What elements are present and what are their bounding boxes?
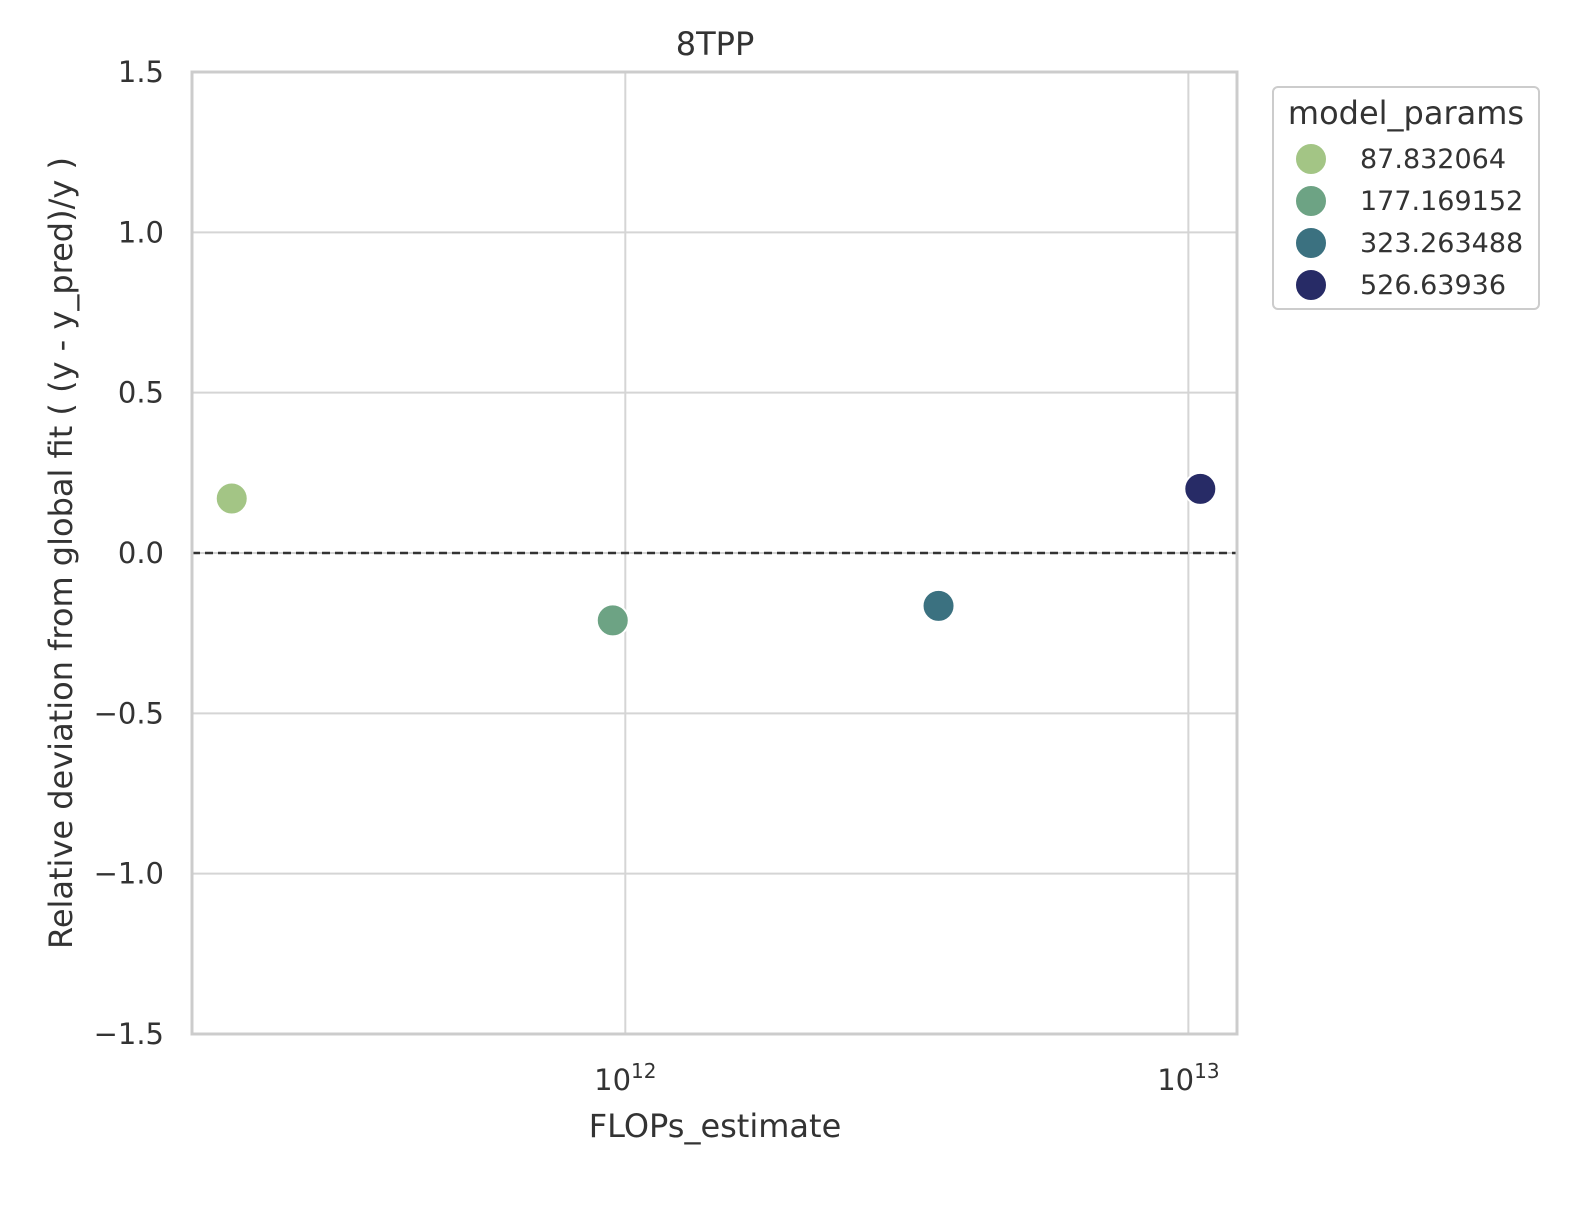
y-tick-label: 0.5 xyxy=(118,376,164,410)
legend-label: 177.169152 xyxy=(1360,186,1523,217)
y-axis-label: Relative deviation from global fit ( (y … xyxy=(42,157,80,949)
legend-label: 526.63936 xyxy=(1360,270,1506,301)
x-tick-labels: 1012 1013 xyxy=(594,1059,1219,1097)
legend-label: 87.832064 xyxy=(1360,144,1506,175)
data-point xyxy=(214,481,249,516)
y-tick-label: −0.5 xyxy=(94,696,164,730)
plot-area-frame xyxy=(190,70,1239,1036)
legend-label: 323.263488 xyxy=(1360,228,1523,259)
data-points xyxy=(214,471,1218,638)
chart-title: 8TPP xyxy=(676,25,755,63)
y-tick-label: −1.5 xyxy=(94,1017,164,1051)
y-tick-label: −1.0 xyxy=(94,857,164,891)
data-point xyxy=(921,588,956,623)
y-tick-label: 1.5 xyxy=(118,55,164,89)
legend-entries: 87.832064 177.169152 323.263488 526.63936 xyxy=(1294,142,1523,302)
y-tick-labels: 1.5 1.0 0.5 0.0 −0.5 −1.0 −1.5 xyxy=(94,55,164,1051)
x-tick-label: 1012 xyxy=(594,1059,656,1097)
data-point xyxy=(1183,471,1218,506)
legend-title: model_params xyxy=(1288,94,1524,132)
data-point xyxy=(595,603,630,638)
legend: model_params 87.832064 177.169152 323.2634… xyxy=(1272,86,1540,310)
legend-marker xyxy=(1294,184,1328,218)
legend-frame xyxy=(1272,86,1540,310)
legend-marker xyxy=(1294,142,1328,176)
y-tick-label: 1.0 xyxy=(118,215,164,249)
x-tick-label: 1013 xyxy=(1157,1059,1219,1097)
x-axis-label: FLOPs_estimate xyxy=(589,1107,842,1145)
legend-marker xyxy=(1294,226,1328,260)
legend-marker xyxy=(1294,268,1328,302)
y-tick-label: 0.0 xyxy=(118,536,164,570)
